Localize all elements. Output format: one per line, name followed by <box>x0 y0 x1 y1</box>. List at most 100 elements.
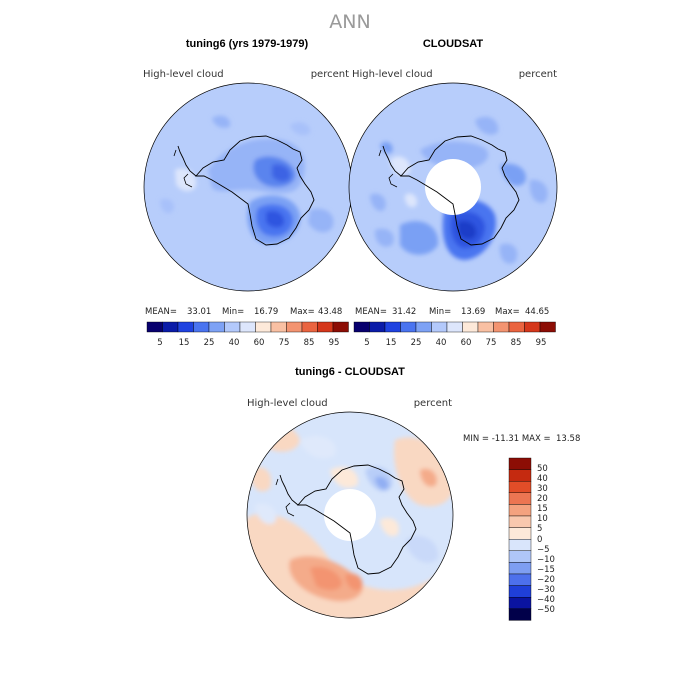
panel-b-units-label: percent <box>519 69 557 80</box>
panel-c-tick-label: −15 <box>537 565 555 575</box>
panel-b-colorbar-swatch <box>415 321 432 333</box>
panel-a-units-label: percent <box>311 69 349 80</box>
panel-a-tick-label: 60 <box>254 338 265 348</box>
panel-b-colorbar-swatch <box>369 321 386 333</box>
panel-c-islands <box>275 478 295 517</box>
panel-c-colorbar-swatch <box>508 469 532 482</box>
panel-a-min-value: 16.79 <box>254 307 278 317</box>
panel-b-peninsula <box>382 145 402 177</box>
panel-a-min-label: Min= <box>222 307 244 317</box>
panel-a-mean-label: MEAN= <box>145 307 177 317</box>
panel-a-max-label: Max= <box>290 307 315 317</box>
panel-a-tick-label: 5 <box>157 338 162 348</box>
panel-a-colorbar-swatch <box>193 321 210 333</box>
panel-c-boundary <box>246 411 454 619</box>
panel-c-colorbar-swatch <box>508 481 532 494</box>
panel-c-tick-label: 40 <box>537 474 548 484</box>
panel-b-colorbar-ticks: 5 15 25 40 60 75 85 95 <box>364 338 546 348</box>
panel-c-tick-label: 30 <box>537 484 548 494</box>
panel-a-colorbar-swatch <box>177 321 194 333</box>
panel-c-colorbar-swatch <box>508 562 532 575</box>
panel-a-colorbar-swatch <box>332 321 349 333</box>
panel-b-colorbar-swatch <box>431 321 448 333</box>
panel-c-minmax-stats: MIN = -11.31 MAX = 13.58 <box>463 434 580 444</box>
panel-a-tick-label: 25 <box>204 338 215 348</box>
panel-a-mean-value: 33.01 <box>187 307 211 317</box>
panel-a-tick-label: 85 <box>304 338 315 348</box>
panel-b-tick-label: 75 <box>486 338 497 348</box>
panel-c-tick-label: −50 <box>537 605 555 615</box>
panel-c-colorbar-swatch <box>508 515 532 528</box>
panel-b-colorbar-swatch <box>508 321 525 333</box>
panel-c-colorbar-swatch <box>508 492 532 505</box>
panel-b-tick-label: 85 <box>511 338 522 348</box>
panel-a-colorbar-swatch <box>270 321 287 333</box>
panel-c-tick-label: 0 <box>537 535 542 545</box>
panel-c-anomaly-field <box>247 424 453 618</box>
panel-c-colorbar-swatch <box>508 457 532 470</box>
panel-b-colorbar-swatch <box>384 321 401 333</box>
panel-b-title: CLOUDSAT <box>423 38 484 50</box>
panel-a-max-value: 43.48 <box>318 307 342 317</box>
panel-c-map <box>246 411 454 619</box>
panel-b-mean-value: 31.42 <box>392 307 416 317</box>
panel-a-peninsula <box>177 145 197 177</box>
panel-b-colorbar-swatch <box>493 321 510 333</box>
panel-b-tick-label: 60 <box>461 338 472 348</box>
panel-b-mean-label: MEAN= <box>355 307 387 317</box>
panel-a-colorbar-swatch <box>162 321 179 333</box>
panel-c-colorbar-ticks: 50 40 30 20 15 10 5 0 −5 −10 −15 −20 −30… <box>537 464 555 615</box>
panel-c-tick-label: 15 <box>537 504 548 514</box>
panel-b-variable-label: High-level cloud <box>352 69 433 80</box>
panel-b-tick-label: 15 <box>386 338 397 348</box>
panel-b-min-value: 13.69 <box>461 307 485 317</box>
panel-b-stats: MEAN= 31.42 Min= 13.69 Max= 44.65 <box>355 307 549 317</box>
panel-b-colorbar-swatch <box>462 321 479 333</box>
panel-b-colorbar-swatch <box>400 321 417 333</box>
panel-a-tick-label: 15 <box>179 338 190 348</box>
panel-c-tick-label: −5 <box>537 545 550 555</box>
panel-c-colorbar-swatch <box>508 550 532 563</box>
panel-c-title: tuning6 - CLOUDSAT <box>295 366 405 378</box>
panel-a-tick-label: 95 <box>329 338 340 348</box>
panel-c-colorbar-swatch <box>508 585 532 598</box>
panel-a-colorbar-swatch <box>286 321 303 333</box>
panel-b-pole-hole <box>425 159 481 215</box>
panel-b-colorbar-swatch <box>353 321 370 333</box>
panel-b-tick-label: 5 <box>364 338 369 348</box>
panel-a-ocean-field <box>144 83 352 291</box>
panel-c-pole-hole <box>324 489 376 541</box>
panel-c-tick-label: −10 <box>537 555 555 565</box>
panel-a-coastline <box>195 135 315 246</box>
panel-c-tick-label: −20 <box>537 575 555 585</box>
panel-c-peninsula <box>279 474 299 506</box>
panel-b-islands <box>378 149 398 188</box>
panel-c-tick-label: −30 <box>537 585 555 595</box>
figure-title: ANN <box>329 11 370 33</box>
panel-a-colorbar-swatch <box>301 321 318 333</box>
panel-c-colorbar-swatch <box>508 527 532 540</box>
panel-c-tick-label: 50 <box>537 464 548 474</box>
panel-a-colorbar-swatch <box>208 321 225 333</box>
panel-a-colorbar-swatch <box>255 321 272 333</box>
panel-c-units-label: percent <box>414 398 452 409</box>
panel-c-variable-label: High-level cloud <box>247 398 328 409</box>
panel-a-cloud-field <box>160 115 334 245</box>
panel-c-tick-label: 20 <box>537 494 548 504</box>
panel-a-variable-label: High-level cloud <box>143 69 224 80</box>
panel-b-max-value: 44.65 <box>525 307 549 317</box>
panel-a-title: tuning6 (yrs 1979-1979) <box>186 38 309 50</box>
panel-a-colorbar-swatch <box>239 321 256 333</box>
panel-b-boundary <box>348 82 558 292</box>
panel-c-tick-label: 10 <box>537 514 548 524</box>
panel-c-coastline <box>297 464 417 575</box>
panel-b-colorbar-swatch <box>446 321 463 333</box>
panel-a-tick-label: 40 <box>229 338 240 348</box>
panel-b-map <box>348 82 558 292</box>
panel-c-colorbar-swatch <box>508 539 532 552</box>
panel-b-min-label: Min= <box>429 307 451 317</box>
panel-c-colorbar <box>508 457 532 621</box>
panel-c-colorbar-swatch <box>508 608 532 621</box>
panel-b-colorbar-swatch <box>477 321 494 333</box>
